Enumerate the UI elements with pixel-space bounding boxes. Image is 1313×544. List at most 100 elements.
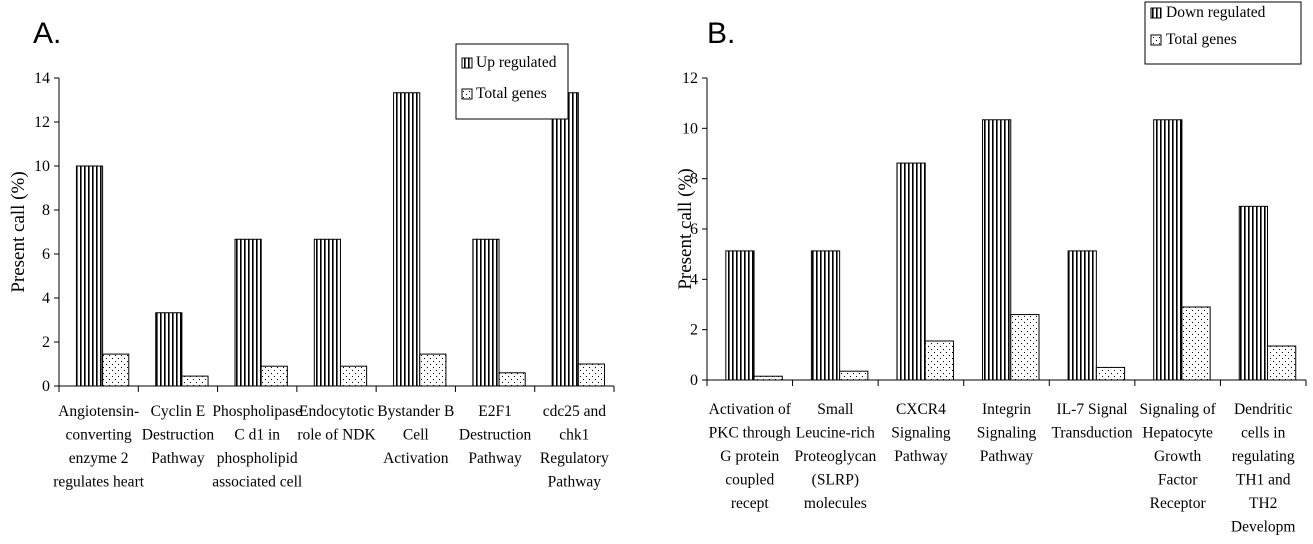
category-label: Cyclin E: [151, 403, 206, 420]
y-axis-title: Present call (%): [8, 171, 29, 292]
category-label: Growth: [1154, 448, 1202, 465]
bar-total-genes: [924, 340, 954, 381]
bar-regulated: [155, 312, 183, 387]
category-label: Pathway: [548, 474, 602, 491]
category-label: E2F1: [478, 403, 512, 420]
y-tick-label: 2: [690, 322, 698, 339]
legend-label: Total genes: [1166, 31, 1237, 48]
category-label: role of NDK: [297, 427, 376, 444]
y-tick-label: 10: [682, 120, 698, 137]
category-label: CXCR4: [896, 401, 946, 418]
category-label: C d1 in: [234, 427, 280, 444]
y-tick-label: 8: [42, 202, 50, 219]
category-label: Signaling: [977, 425, 1037, 442]
bar-regulated: [551, 92, 579, 387]
chart-panel-a: A. Present call (%) 0 2 4 6 8 10 12 14 Angiotensin…: [8, 17, 615, 491]
bar-regulated: [393, 92, 421, 387]
category-label: (SLRP): [812, 472, 859, 489]
bar-total-genes: [753, 375, 783, 381]
y-tick-label: 6: [42, 246, 50, 263]
bar-total-genes: [1010, 314, 1040, 381]
legend-box: [455, 43, 569, 120]
category-label: IL-7 Signal: [1057, 401, 1128, 418]
legend-swatch: [1150, 7, 1162, 19]
category-label: Bystander B: [377, 403, 454, 420]
bar-total-genes: [577, 363, 605, 387]
legend-label: Up regulated: [476, 54, 557, 71]
category-label: Receptor: [1150, 495, 1207, 512]
y-tick-label: 4: [42, 290, 50, 307]
category-label: Pathway: [894, 448, 948, 465]
category-label: Destruction: [142, 427, 215, 444]
category-label: Endocytotic: [299, 403, 374, 420]
category-label: cells in: [1241, 425, 1286, 442]
category-label: TH1 and: [1236, 472, 1291, 489]
category-label: molecules: [804, 495, 867, 512]
category-label: Regulatory: [540, 450, 609, 467]
category-label: Pathway: [151, 450, 205, 467]
category-label: Destruction: [459, 427, 532, 444]
bar-total-genes: [839, 370, 869, 381]
y-tick-label: 0: [42, 378, 50, 395]
bar-total-genes: [1266, 345, 1297, 381]
legend-swatch: [1150, 34, 1162, 46]
category-label: Developm: [1231, 519, 1296, 536]
category-label: Small: [817, 401, 853, 418]
bar-regulated: [1238, 205, 1268, 381]
bar-total-genes: [260, 365, 288, 387]
category-label: Factor: [1158, 472, 1198, 489]
category-label: PKC through: [709, 425, 791, 442]
bar-total-genes: [339, 365, 368, 387]
category-label: recept: [731, 495, 770, 512]
y-tick-label: 0: [690, 372, 698, 389]
bar-total-genes: [102, 353, 130, 387]
bar-regulated: [896, 162, 926, 381]
category-label: Transduction: [1051, 425, 1132, 442]
category-label: chk1: [559, 427, 589, 444]
category-label: Angiotensin-: [58, 403, 139, 420]
category-label: converting: [65, 427, 132, 444]
category-label: Hepatocyte: [1142, 425, 1213, 442]
category-label: cdc25 and: [543, 403, 607, 420]
bar-regulated: [982, 119, 1012, 381]
category-label: Cell: [403, 427, 429, 444]
panel-label: A.: [33, 17, 61, 50]
y-tick-label: 10: [34, 158, 50, 175]
y-tick-label: 4: [690, 271, 698, 288]
category-label: regulating: [1232, 448, 1295, 465]
legend-swatch: [461, 88, 473, 100]
category-label: Proteoglycan: [794, 448, 876, 465]
category-label: coupled: [725, 472, 774, 489]
bar-regulated: [75, 165, 104, 387]
category-label: enzyme 2: [69, 450, 129, 467]
bar-total-genes: [419, 353, 447, 387]
legend-box: [1144, 1, 1302, 65]
category-label: Leucine-rich: [796, 425, 875, 442]
bar-total-genes: [1181, 306, 1211, 381]
bar-total-genes: [1095, 366, 1126, 381]
y-tick-label: 2: [42, 334, 50, 351]
bar-regulated: [725, 250, 755, 381]
category-label: regulates heart: [53, 474, 144, 491]
category-label: Pathway: [980, 448, 1034, 465]
chart-panel-b: B. Present call (%) 0 2 4 6 8 10 12 Activation of…: [675, 1, 1307, 536]
category-label: G protein: [720, 448, 779, 465]
category-label: Signaling of: [1140, 401, 1217, 418]
category-label: TH2: [1249, 495, 1277, 512]
category-label: Pathway: [468, 450, 522, 467]
bar-regulated: [313, 238, 341, 387]
y-tick-label: 6: [690, 221, 698, 238]
legend-swatch: [461, 57, 473, 69]
bar-regulated: [472, 238, 500, 387]
legend-label: Down regulated: [1166, 4, 1266, 21]
category-label: phospholipid: [217, 450, 298, 467]
y-tick-label: 8: [690, 171, 698, 188]
y-tick-label: 12: [34, 114, 50, 131]
category-label: Dendritic: [1234, 401, 1293, 418]
category-label: Signaling: [891, 425, 951, 442]
bar-regulated: [234, 238, 262, 387]
legend-label: Total genes: [476, 85, 547, 102]
category-label: associated cell: [212, 474, 302, 491]
y-tick-label: 14: [34, 70, 50, 87]
